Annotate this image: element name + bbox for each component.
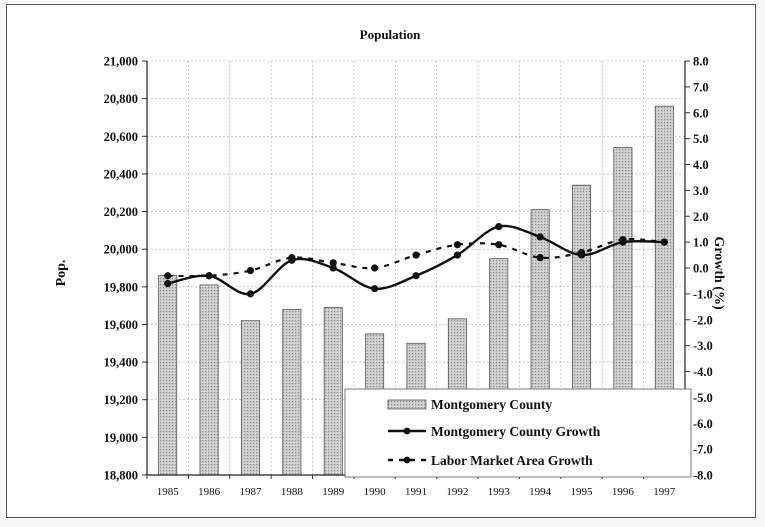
point-labor-market-area-growth-1987 [246, 266, 255, 275]
x-tick-label: 1997 [653, 486, 676, 498]
point-labor-market-area-growth-1995 [577, 248, 586, 257]
y-tick-label: 19,400 [104, 356, 138, 370]
point-montgomery-county-growth-1992 [453, 251, 461, 259]
point-labor-market-area-growth-1996 [619, 235, 627, 244]
bar-1988 [282, 308, 302, 476]
legend-label-montgomery-county: Montgomery County [431, 397, 552, 412]
x-tick-label: 1991 [405, 486, 427, 498]
y2-tick-label: 8.0 [693, 55, 709, 69]
y-tick-label: 19,800 [104, 280, 138, 294]
y2-tick-label: 3.0 [693, 184, 709, 198]
y2-tick-label: 7.0 [693, 80, 709, 94]
bar-1987 [240, 320, 260, 476]
y-tick-label: 20,800 [104, 92, 138, 106]
x-tick-label: 1985 [157, 486, 180, 498]
point-labor-market-area-growth-1994 [536, 254, 544, 262]
point-labor-market-area-growth-1988 [288, 254, 296, 262]
y-tick-label: 20,400 [104, 167, 138, 181]
point-labor-market-area-growth-1992 [453, 241, 461, 249]
y-tick-label: 19,000 [104, 431, 138, 445]
y2-tick-label: 6.0 [693, 106, 709, 120]
point-montgomery-county-growth-1993 [495, 223, 503, 231]
point-labor-market-area-growth-1986 [205, 272, 213, 280]
y2-tick-label: 4.0 [693, 158, 709, 172]
x-tick-label: 1993 [488, 486, 511, 498]
y2-tick-label: 2.0 [693, 210, 709, 224]
point-labor-market-area-growth-1989 [329, 259, 337, 267]
y2-tick-label: -1.0 [693, 287, 713, 301]
legend-label-labor-market-area-growth: Labor Market Area Growth [431, 453, 593, 468]
point-labor-market-area-growth-1997 [660, 238, 668, 246]
y2-tick-label: -2.0 [693, 313, 713, 327]
legend-label-montgomery-county-growth: Montgomery County Growth [431, 424, 601, 439]
y-tick-label: 18,800 [104, 469, 138, 483]
y2-tick-label: -6.0 [693, 417, 713, 431]
y-tick-label: 19,600 [104, 318, 138, 332]
y2-tick-label: 0.0 [693, 262, 709, 276]
chart-title: Population [360, 27, 421, 42]
bar-1985 [158, 275, 178, 476]
y-tick-label: 21,000 [104, 55, 138, 69]
y2-tick-label: -3.0 [693, 339, 713, 353]
legend: Montgomery County Montgomery County Grow… [344, 388, 692, 478]
y2-axis-label: Growth (%) [711, 236, 726, 310]
y-axis-label: Pop. [54, 260, 69, 287]
x-tick-label: 1990 [364, 486, 387, 498]
y2-tick-label: -4.0 [693, 365, 713, 379]
legend-marker-labor-market-area-growth [403, 456, 411, 464]
point-labor-market-area-growth-1985 [164, 272, 172, 280]
x-tick-label: 1988 [281, 486, 304, 498]
point-montgomery-county-growth-1990 [371, 285, 379, 293]
y-tick-label: 20,200 [104, 205, 138, 219]
point-montgomery-county-growth-1989 [329, 264, 337, 272]
point-labor-market-area-growth-1990 [371, 264, 379, 272]
point-montgomery-county-growth-1994 [536, 233, 544, 241]
y-tick-label: 20,600 [104, 130, 138, 144]
x-tick-label: 1989 [322, 486, 345, 498]
point-labor-market-area-growth-1993 [495, 241, 503, 249]
point-labor-market-area-growth-1991 [412, 251, 420, 259]
x-tick-label: 1987 [239, 486, 262, 498]
y-tick-label: 20,000 [104, 243, 138, 257]
line-series [164, 223, 668, 298]
legend-marker-montgomery-county-growth [403, 427, 411, 435]
y-tick-label: 19,200 [104, 393, 138, 407]
x-tick-label: 1994 [529, 486, 552, 498]
bar-1986 [199, 284, 219, 476]
x-tick-label: 1996 [612, 486, 635, 498]
x-tick-label: 1992 [446, 486, 468, 498]
point-montgomery-county-growth-1985 [164, 279, 172, 288]
legend-swatch-montgomery-county [387, 399, 427, 410]
y2-tick-label: 1.0 [693, 236, 709, 250]
y2-tick-label: -8.0 [693, 469, 713, 483]
point-montgomery-county-growth-1987 [246, 290, 255, 298]
chart-frame: Population 18,800 19,000 19,200 19,400 19,60… [6, 4, 756, 518]
point-montgomery-county-growth-1991 [412, 272, 420, 280]
x-tick-label: 1995 [571, 486, 594, 498]
population-chart: Population 18,800 19,000 19,200 19,400 19,60… [54, 27, 726, 498]
y2-tick-label: 5.0 [693, 132, 709, 146]
y2-tick-label: -7.0 [693, 443, 713, 457]
x-tick-label: 1986 [198, 486, 221, 498]
y2-tick-label: -5.0 [693, 391, 713, 405]
bar-1989 [323, 307, 343, 476]
